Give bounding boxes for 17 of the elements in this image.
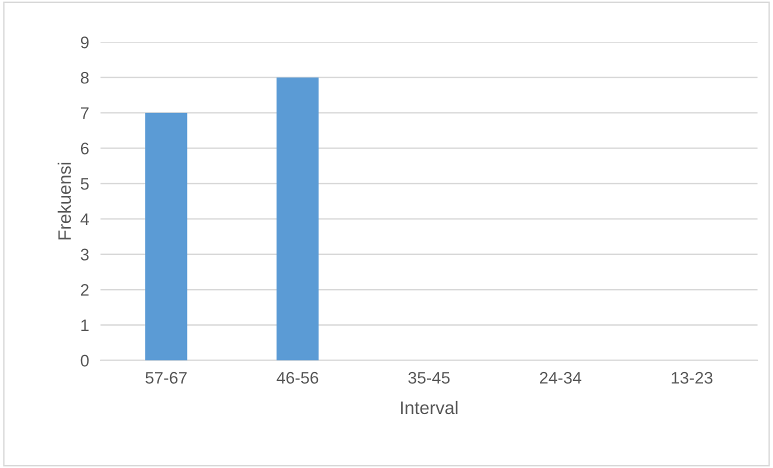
x-axis-title: Interval [401,400,458,414]
y-tick-label: 1 [81,320,89,332]
y-tick-label: 6 [80,142,89,154]
y-tick-label: 5 [80,178,89,190]
y-tick-label: 9 [80,36,89,48]
x-tick-label: 57-67 [146,372,187,384]
y-tick-label: 4 [80,213,89,225]
y-axis-title: Frekuensi [58,162,71,240]
x-tick-label: 35-45 [408,372,450,384]
y-tick-label: 7 [80,107,89,119]
y-tick-label: 3 [80,248,89,260]
y-tick-label: 0 [80,354,89,367]
y-tick-label: 2 [80,284,89,296]
x-tick-label: 13-23 [672,372,712,384]
x-tick-label: 24-34 [540,372,582,384]
x-tick-label: 46-56 [276,372,318,384]
y-tick-label: 8 [80,72,89,84]
